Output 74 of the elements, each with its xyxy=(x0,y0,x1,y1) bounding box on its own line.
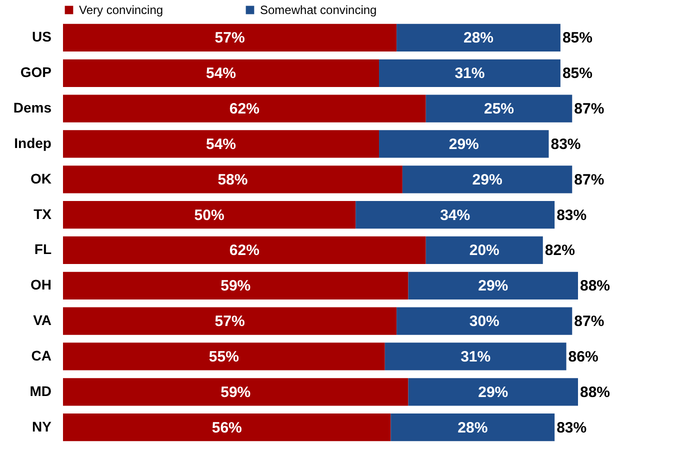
bar xyxy=(426,236,543,264)
y-tick-label: TX xyxy=(34,206,52,222)
bar xyxy=(396,307,572,335)
bar xyxy=(63,307,397,335)
data-label: 57% xyxy=(214,30,245,47)
data-label: 28% xyxy=(458,419,488,436)
legend-label: Somewhat convincing xyxy=(260,3,377,17)
total-label: 88% xyxy=(580,384,610,401)
data-label: 29% xyxy=(448,136,479,153)
data-label: 55% xyxy=(208,348,239,366)
data-label: 30% xyxy=(469,313,500,330)
data-label: 57% xyxy=(214,313,245,330)
bar xyxy=(63,413,391,442)
total-label: 82% xyxy=(544,242,575,260)
data-label: 25% xyxy=(484,100,514,118)
total-label: 83% xyxy=(556,206,587,224)
data-label: 31% xyxy=(454,65,485,82)
total-label: 86% xyxy=(568,348,598,366)
data-label: 20% xyxy=(469,242,500,260)
bar xyxy=(356,200,555,229)
bar xyxy=(402,166,572,194)
bar xyxy=(384,342,566,370)
legend-label: Very convincing xyxy=(79,3,164,17)
data-label: 28% xyxy=(463,30,494,47)
bar xyxy=(63,378,408,406)
y-tick-label: MD xyxy=(30,382,52,399)
bar xyxy=(379,59,560,87)
data-label: 29% xyxy=(472,171,502,188)
data-label: 50% xyxy=(194,206,224,224)
bar xyxy=(390,413,555,442)
bar xyxy=(63,236,426,264)
y-tick-label: FL xyxy=(34,241,52,258)
bar xyxy=(379,130,549,158)
data-label: 29% xyxy=(478,384,508,401)
y-tick-label: OH xyxy=(30,276,52,293)
data-label: 29% xyxy=(478,278,508,295)
y-tick-label: NY xyxy=(32,418,52,434)
y-tick-label: Indep xyxy=(14,134,52,151)
bar xyxy=(63,342,385,370)
bar xyxy=(63,94,426,122)
total-label: 87% xyxy=(574,171,604,188)
data-label: 58% xyxy=(218,171,248,188)
total-label: 87% xyxy=(574,313,604,330)
data-label: 54% xyxy=(206,65,236,82)
bar xyxy=(408,272,578,300)
bar xyxy=(63,24,397,52)
total-label: 83% xyxy=(550,136,581,153)
bar xyxy=(63,200,356,229)
total-label: 85% xyxy=(562,30,592,47)
data-label: 59% xyxy=(220,384,251,401)
data-label: 59% xyxy=(220,278,251,295)
bar xyxy=(63,130,380,158)
y-tick-label: Dems xyxy=(13,100,52,116)
data-label: 62% xyxy=(229,100,260,118)
total-label: 85% xyxy=(562,65,592,82)
bar xyxy=(426,94,572,122)
y-tick-label: VA xyxy=(33,312,52,328)
y-tick-label: CA xyxy=(31,347,52,364)
total-label: 88% xyxy=(580,278,610,295)
bar xyxy=(63,59,380,87)
data-label: 62% xyxy=(229,242,260,260)
data-label: 34% xyxy=(440,206,470,224)
y-tick-label: GOP xyxy=(20,64,52,80)
y-tick-label: OK xyxy=(30,170,52,186)
bar xyxy=(408,378,578,406)
bar xyxy=(63,272,408,300)
y-tick-label: US xyxy=(32,28,52,45)
bar xyxy=(396,24,560,52)
total-label: 87% xyxy=(574,100,604,118)
data-label: 54% xyxy=(206,136,236,153)
data-label: 31% xyxy=(460,348,491,366)
total-label: 83% xyxy=(556,419,587,436)
data-label: 56% xyxy=(212,419,242,436)
bar xyxy=(63,166,402,194)
